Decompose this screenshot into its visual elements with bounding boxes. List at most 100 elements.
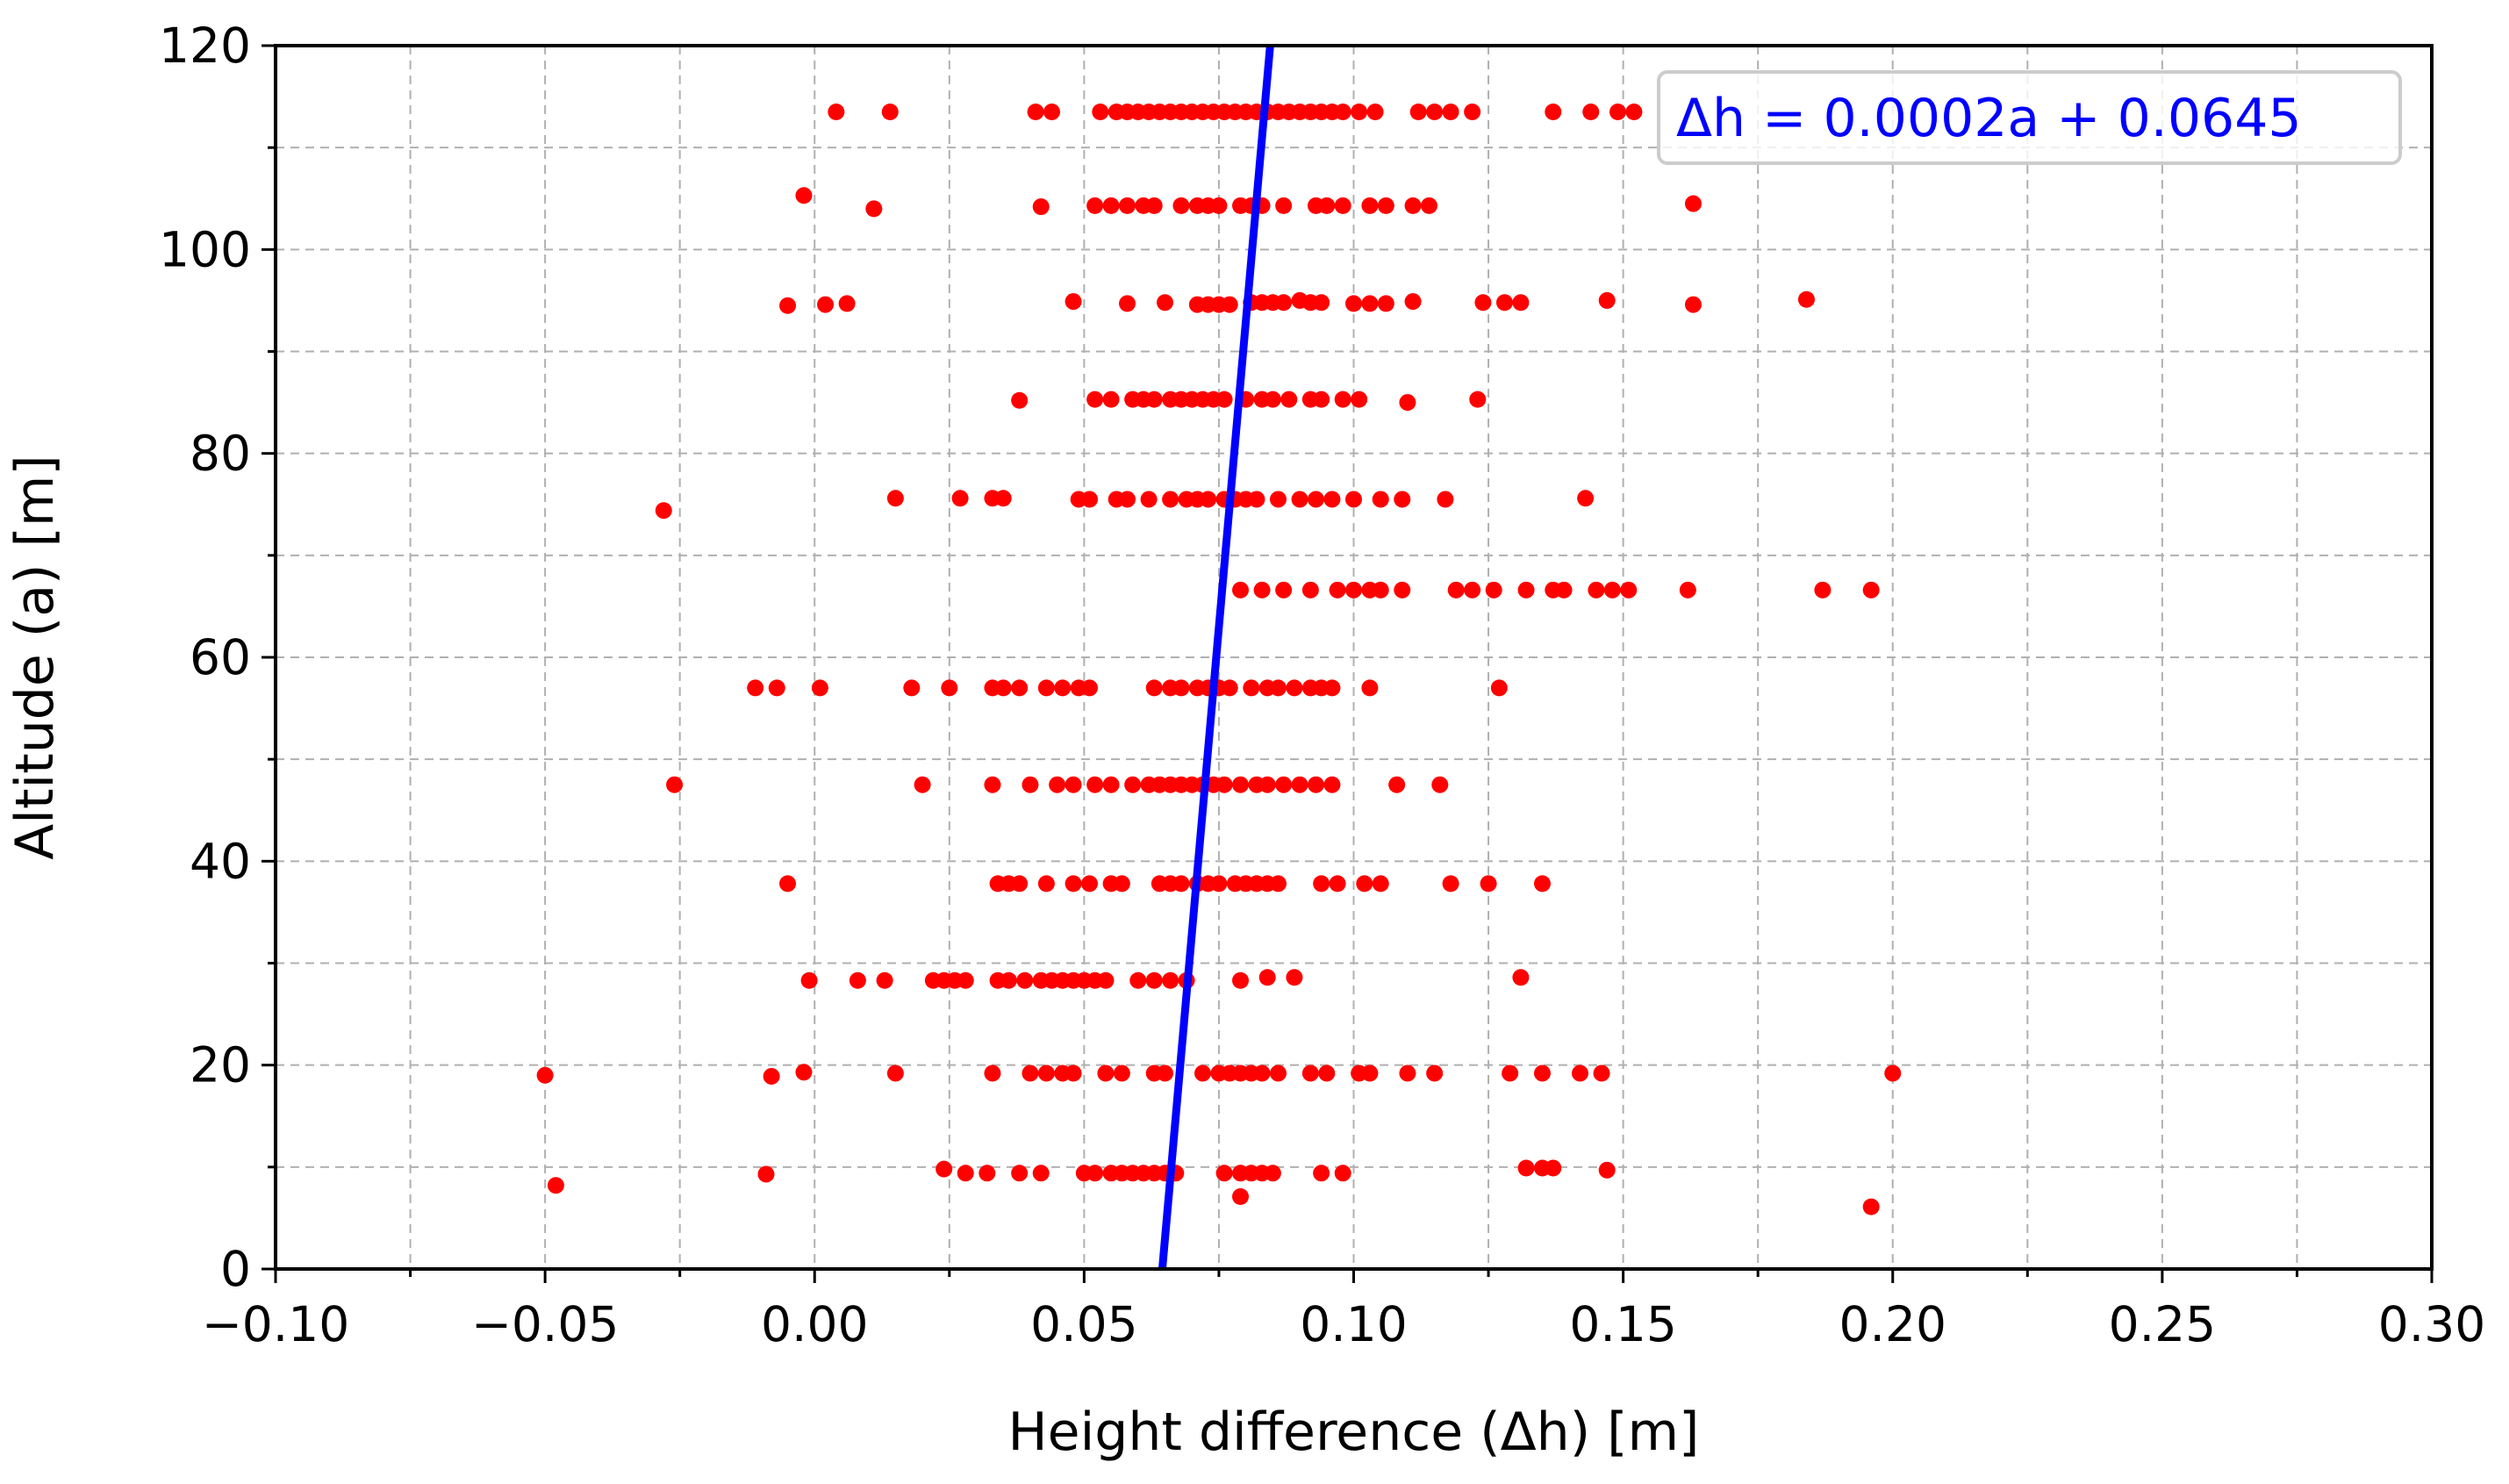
data-point: [935, 1160, 953, 1178]
data-point: [1022, 776, 1039, 793]
fit-line: [1158, 45, 1274, 1270]
data-point: [1313, 391, 1330, 408]
y-tick-label: 0: [220, 1241, 251, 1297]
data-point: [1301, 581, 1319, 599]
data-point: [1545, 1159, 1562, 1177]
data-point: [1027, 104, 1044, 121]
data-point: [1081, 875, 1099, 893]
data-point: [1232, 1188, 1250, 1206]
fit-line-group: [1158, 45, 1274, 1270]
data-point: [1253, 1065, 1271, 1082]
data-point: [828, 104, 845, 121]
data-point: [1334, 104, 1351, 121]
data-point: [1361, 197, 1379, 214]
data-point: [1593, 1065, 1610, 1082]
data-point: [838, 295, 856, 312]
data-point: [757, 1165, 775, 1183]
data-point: [1512, 969, 1530, 986]
data-point: [1275, 776, 1293, 793]
data-point: [1361, 295, 1379, 312]
x-tick-label: 0.20: [1839, 1296, 1946, 1352]
data-point: [1086, 391, 1104, 408]
data-point: [1361, 1065, 1379, 1082]
data-point: [1221, 296, 1238, 313]
data-point: [1054, 679, 1072, 697]
data-point: [1172, 875, 1190, 893]
data-point: [1426, 104, 1444, 121]
data-point: [547, 1177, 564, 1194]
data-point: [957, 1165, 974, 1182]
data-point: [1684, 296, 1702, 313]
data-point: [1308, 776, 1325, 793]
data-point: [1221, 679, 1238, 697]
data-point: [1474, 294, 1492, 312]
data-point: [1442, 875, 1459, 893]
data-point: [1037, 679, 1055, 697]
data-point: [1275, 197, 1293, 214]
data-point: [763, 1067, 780, 1085]
data-point: [1495, 294, 1513, 312]
axis-ticks: [262, 44, 2434, 1283]
data-point: [1043, 104, 1061, 121]
x-tick-label: 0.30: [2378, 1296, 2485, 1352]
data-point: [1577, 490, 1595, 507]
data-point: [1399, 1065, 1416, 1082]
data-point: [1264, 1165, 1281, 1182]
data-point: [795, 1064, 813, 1081]
data-point: [1372, 581, 1389, 599]
y-tick-label: 120: [159, 18, 251, 74]
data-point: [1172, 679, 1190, 697]
data-point: [1431, 776, 1449, 793]
y-tick-label: 20: [190, 1037, 251, 1093]
data-point: [1388, 776, 1406, 793]
data-point: [1140, 491, 1158, 508]
data-point: [1291, 491, 1308, 508]
data-point: [886, 1065, 904, 1082]
data-point: [1502, 1065, 1519, 1082]
data-point: [957, 971, 974, 989]
data-point: [1286, 969, 1303, 986]
data-point: [1129, 971, 1147, 989]
data-point: [1102, 197, 1120, 214]
data-point: [811, 679, 828, 697]
data-point: [994, 679, 1012, 697]
data-point: [1215, 391, 1233, 408]
data-point: [1113, 875, 1130, 893]
x-tick-labels: −0.10 −0.05 0.00 0.05 0.10 0.15 0.20 0.25 0.30: [202, 1296, 2486, 1352]
data-point: [1119, 197, 1136, 214]
data-point: [1620, 581, 1638, 599]
data-point: [1102, 776, 1120, 793]
data-point: [1394, 491, 1411, 508]
data-point: [914, 776, 931, 793]
data-point: [1097, 971, 1115, 989]
data-point: [1684, 195, 1702, 212]
data-point: [1797, 290, 1815, 308]
data-point: [1232, 971, 1250, 989]
data-point: [1065, 1065, 1082, 1082]
data-point: [1862, 581, 1880, 599]
data-point: [1545, 104, 1562, 121]
data-point: [1232, 581, 1250, 599]
x-axis-label: Height difference (Δh) [m]: [1008, 1402, 1700, 1463]
data-point: [1313, 294, 1330, 312]
data-point: [1065, 776, 1082, 793]
data-point: [1270, 491, 1287, 508]
data-point: [1000, 971, 1017, 989]
data-point: [1308, 491, 1325, 508]
data-point: [1485, 581, 1502, 599]
data-point: [1065, 875, 1082, 893]
y-tick-labels: 0 20 40 60 80 100 120: [159, 18, 251, 1297]
data-point: [903, 679, 921, 697]
data-point: [1814, 581, 1832, 599]
data-point: [1286, 679, 1303, 697]
data-point: [1119, 491, 1136, 508]
data-point: [1113, 1065, 1130, 1082]
data-point: [865, 200, 883, 218]
y-tick-label: 40: [190, 833, 251, 889]
y-axis-label: Altitude (a) [m]: [4, 455, 66, 859]
data-point: [1377, 295, 1394, 312]
data-point: [1253, 581, 1271, 599]
x-tick-label: 0.00: [761, 1296, 868, 1352]
data-point: [1258, 969, 1276, 986]
